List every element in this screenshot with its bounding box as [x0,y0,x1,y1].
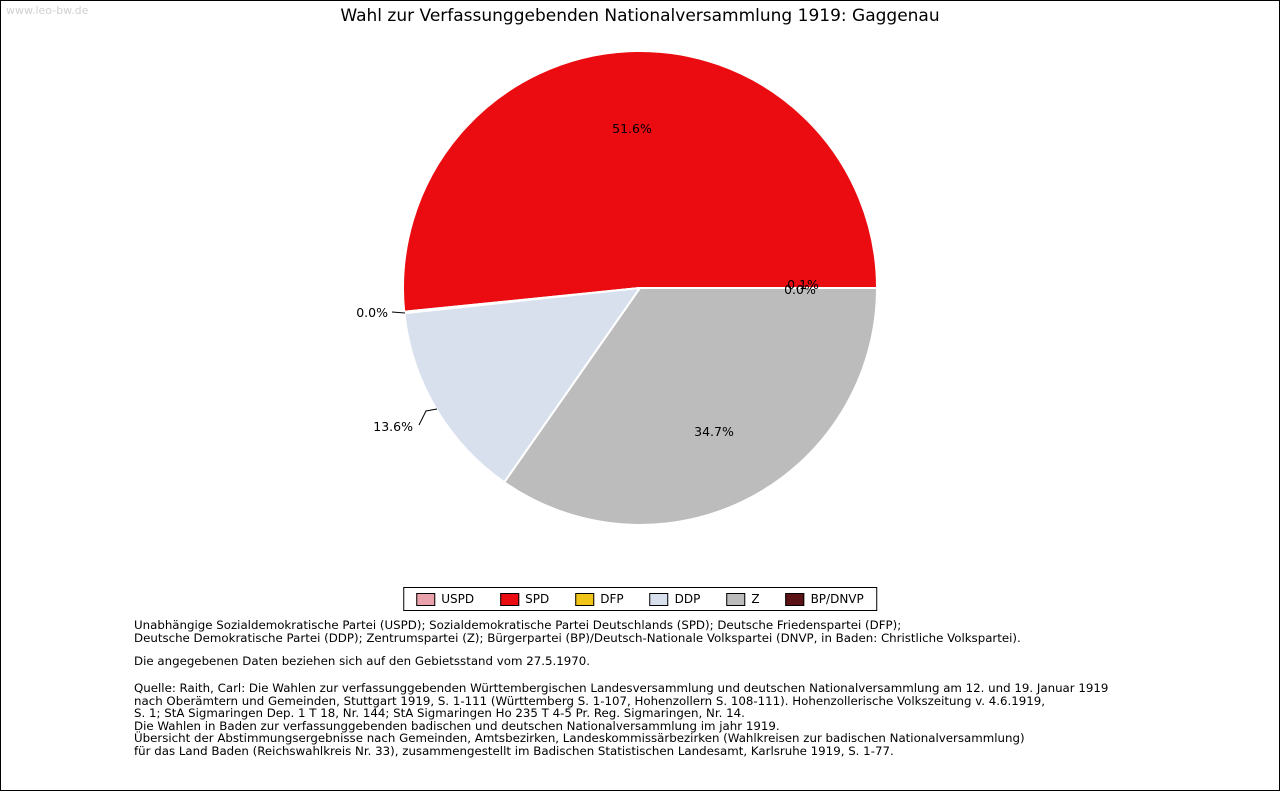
source-line: S. 1; StA Sigmaringen Dep. 1 T 18, Nr. 1… [134,706,745,720]
source-line: Übersicht der Abstimmungsergebnisse nach… [134,731,1025,745]
pie-label-spd: 51.6% [612,121,652,136]
legend-swatch-bp-dnvp [785,592,805,606]
legend-label-bp-dnvp: BP/DNVP [810,592,864,606]
legend-label-z: Z [751,592,760,606]
source-line: Quelle: Raith, Carl: Die Wahlen zur verf… [134,681,1109,695]
pie-slice-z [503,287,878,526]
page-title: Wahl zur Verfassunggebenden Nationalvers… [340,6,940,26]
pie-chart: 0.0% 51.6% 0.1% 13.6% 34.7% 0.0% [356,49,878,526]
pie-label-dfp: 0.1% [787,277,819,292]
pie-label-bp-dnvp: 0.0% [356,305,388,320]
pie-slice-ddp [403,287,641,484]
legend-item-ddp: DDP [649,592,701,606]
party-abbreviation-note: Unabhängige Sozialdemokratische Partei (… [134,619,1244,645]
source-citation: Quelle: Raith, Carl: Die Wahlen zur verf… [134,682,1244,757]
pie-slice-spd [402,49,878,313]
pie-label-leader-bp-dnvp [391,311,406,314]
territorial-status-note: Die angegebenen Daten beziehen sich auf … [134,654,590,668]
legend-label-spd: SPD [525,592,550,606]
party-note-line: Unabhängige Sozialdemokratische Partei (… [134,618,902,632]
site-watermark: www.leo-bw.de [6,4,89,17]
legend-swatch-spd [500,592,520,606]
legend-swatch-z [726,592,746,606]
legend-label-dfp: DFP [600,592,624,606]
legend-label-ddp: DDP [674,592,701,606]
legend-item-z: Z [726,592,760,606]
legend-swatch-dfp [575,592,595,606]
party-note-line: Deutsche Demokratische Partei (DDP); Zen… [134,631,1021,645]
pie-label-leader-ddp [418,408,438,426]
legend-item-uspd: USPD [416,592,475,606]
source-line: für das Land Baden (Reichswahlkreis Nr. … [134,743,894,758]
legend-item-dfp: DFP [575,592,624,606]
legend-item-bp-dnvp: BP/DNVP [785,592,864,606]
footer-notes: Unabhängige Sozialdemokratische Partei (… [134,619,1244,757]
legend-item-spd: SPD [500,592,550,606]
pie-label-uspd: 0.0% [784,282,816,297]
legend-label-uspd: USPD [441,592,475,606]
pie-label-ddp: 13.6% [373,419,413,434]
legend: USPD SPD DFP DDP Z BP/DNVP [403,587,877,611]
legend-swatch-uspd [416,592,436,606]
source-line: nach Oberämtern und Gemeinden, Stuttgart… [134,693,1046,708]
source-line: Die Wahlen in Baden zur verfassunggebend… [134,718,780,733]
pie-label-z: 34.7% [694,424,734,439]
legend-swatch-ddp [649,592,669,606]
